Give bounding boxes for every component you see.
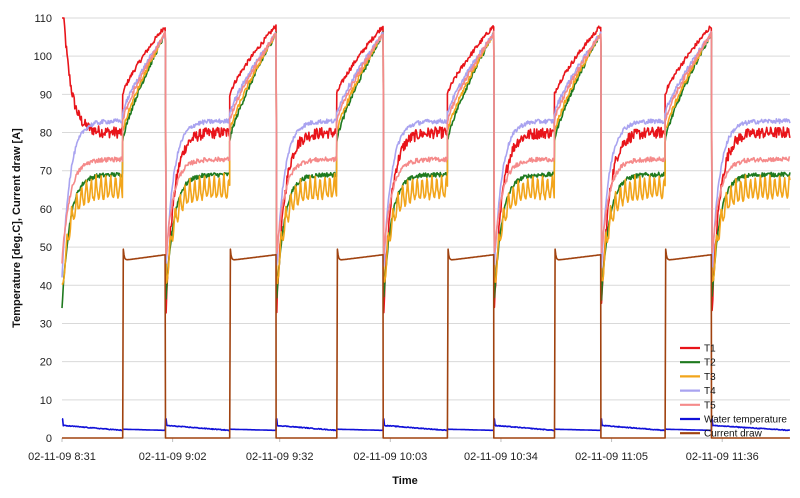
x-tick-label: 02-11-09 10:34: [464, 451, 538, 463]
y-tick-label: 0: [46, 433, 52, 445]
series-line-t5: [61, 30, 791, 264]
y-tick-label: 20: [40, 357, 52, 369]
legend-item: Current draw: [680, 429, 763, 440]
legend-label: T3: [704, 372, 716, 383]
legend-item: T3: [680, 372, 716, 383]
y-tick-label: 100: [34, 51, 52, 63]
y-tick-label: 80: [40, 128, 52, 140]
x-axis-title: Time: [392, 475, 417, 487]
legend-item: Water temperature: [680, 415, 787, 426]
y-axis-title: Temperature [deg.C], Current draw [A]: [11, 128, 23, 328]
series-line-t2: [61, 31, 791, 309]
legend-item: T5: [680, 400, 716, 411]
x-tick-label: 02-11-09 10:03: [353, 451, 427, 463]
y-tick-label: 90: [40, 89, 52, 101]
x-tick-label: 02-11-09 11:05: [575, 451, 648, 463]
series-line-current-draw: [61, 248, 790, 439]
legend-label: T4: [704, 386, 716, 397]
y-tick-label: 10: [40, 395, 52, 407]
series-line-t1: [61, 17, 791, 314]
series-line-t3: [61, 30, 791, 286]
x-tick-label: 02-11-09 9:32: [246, 451, 314, 463]
y-tick-label: 60: [40, 204, 52, 216]
legend-label: T1: [704, 344, 716, 355]
y-tick-label: 70: [40, 166, 52, 178]
series-line-t4: [61, 30, 791, 278]
legend-label: T5: [704, 400, 716, 411]
legend-label: Current draw: [704, 429, 763, 440]
legend-item: T2: [680, 358, 716, 369]
x-tick-label: 02-11-09 11:36: [686, 451, 759, 463]
legend: T1 T2 T3 T4 T5 Water temperature Current draw: [680, 344, 787, 440]
series-layer: [61, 17, 791, 439]
y-tick-label: 40: [40, 280, 52, 292]
legend-label: Water temperature: [704, 415, 787, 426]
x-tick-label: 02-11-09 8:31: [28, 451, 96, 463]
x-tick-label: 02-11-09 9:02: [139, 451, 207, 463]
y-tick-label: 110: [34, 13, 52, 25]
y-tick-label: 30: [40, 318, 52, 330]
y-tick-label: 50: [40, 242, 52, 254]
axis-layer: 0 10 20 30 40 50 60 70 80 90 100 110 02-11-09 8:31 02…: [28, 13, 759, 463]
series-line-water-temperature: [61, 418, 790, 432]
legend-item: T4: [680, 386, 716, 397]
grid-layer: [62, 17, 790, 439]
legend-label: T2: [704, 358, 716, 369]
legend-item: T1: [680, 344, 716, 355]
